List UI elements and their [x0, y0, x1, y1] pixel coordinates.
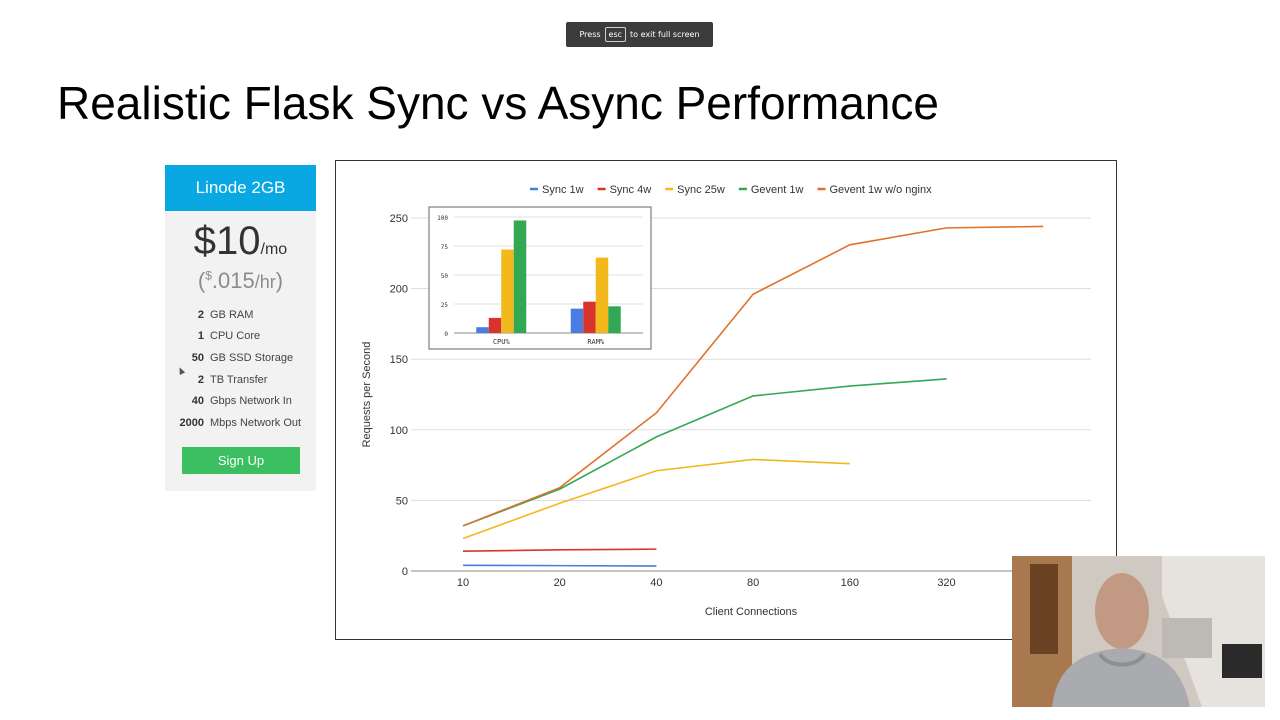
spec-label: CPU Core — [210, 330, 261, 343]
inset-y-tick-label: 75 — [441, 244, 449, 251]
y-tick-label: 250 — [390, 213, 408, 225]
fullscreen-banner-text-before: Press — [579, 30, 601, 39]
inset-bar — [488, 317, 502, 333]
fullscreen-banner: Press esc to exit full screen — [566, 22, 713, 47]
spec-item: 1 CPU Core — [165, 326, 316, 348]
inset-bar-chart: 0 25 50 75 100 CPU% RAM% — [428, 206, 652, 350]
legend-item: Gevent 1w — [738, 184, 804, 196]
legend-label: Sync 1w — [542, 184, 584, 196]
inset-y-tick-label: 25 — [441, 302, 449, 309]
spec-label: GB SSD Storage — [210, 351, 294, 364]
chart-container: Sync 1w Sync 4w Sync 25w Gevent 1w Gevent 1w… — [335, 160, 1117, 640]
price-unit: /mo — [260, 241, 288, 258]
legend-label: Sync 25w — [677, 184, 725, 196]
inset-bar — [476, 327, 489, 333]
spec-value: 40 — [191, 395, 204, 408]
legend-item: Sync 4w — [597, 184, 652, 196]
x-tick-label: 80 — [747, 577, 759, 589]
spec-list: 2 GB RAM 1 CPU Core 50 GB SSD Storage 2 TB T… — [165, 304, 316, 434]
y-tick-label: 100 — [390, 425, 408, 437]
legend-item: Sync 1w — [530, 184, 584, 196]
legend-item: Sync 25w — [665, 184, 725, 196]
price-amount: 10 — [216, 219, 261, 263]
series-line — [462, 225, 1044, 527]
inset-bar — [570, 308, 584, 333]
inset-bar — [608, 306, 621, 333]
hourly-symbol: $ — [205, 268, 212, 283]
inset-bar — [501, 249, 514, 333]
y-tick-label: 200 — [390, 284, 408, 296]
series-line — [462, 548, 657, 553]
series-line — [462, 564, 657, 567]
x-tick-label: 160 — [841, 577, 859, 589]
inset-x-tick-label: CPU% — [493, 338, 511, 346]
spec-item: 2 TB Transfer — [165, 369, 316, 391]
pricing-card: Linode 2GB $10/mo ($.015/hr) 2 GB RAM 1 CP… — [165, 165, 316, 491]
legend-label: Gevent 1w w/o nginx — [829, 184, 932, 196]
x-tick-label: 10 — [457, 577, 469, 589]
spec-value: 2 — [197, 373, 204, 386]
inset-y-tick-label: 0 — [444, 331, 448, 338]
inset-bar — [583, 301, 596, 333]
legend-item: Gevent 1w w/o nginx — [817, 184, 932, 196]
inset-y-tick-label: 50 — [441, 273, 449, 280]
y-tick-label: 150 — [390, 354, 408, 366]
sign-up-button[interactable]: Sign Up — [182, 447, 300, 474]
x-tick-label: 320 — [937, 577, 955, 589]
spec-label: GB RAM — [210, 308, 254, 321]
series-line — [462, 458, 850, 540]
x-tick-label: 20 — [554, 577, 566, 589]
hourly-price: ($.015/hr) — [197, 268, 284, 293]
spec-value: 1 — [197, 330, 204, 343]
inset-bar — [595, 257, 609, 333]
fullscreen-banner-text-after: to exit full screen — [630, 30, 700, 39]
spec-item: 40 Gbps Network In — [165, 390, 316, 412]
webcam-overlay — [1012, 556, 1265, 707]
legend-label: Sync 4w — [610, 184, 652, 196]
hourly-unit: /hr — [254, 272, 276, 292]
monthly-price: $10/mo — [165, 221, 316, 270]
spec-item: 2000 Mbps Network Out — [165, 412, 316, 434]
x-axis-label: Client Connections — [705, 606, 798, 618]
legend-label: Gevent 1w — [751, 184, 804, 196]
price-symbol: $ — [193, 219, 217, 263]
spec-value: 2 — [197, 308, 204, 321]
plan-name: Linode 2GB — [165, 165, 316, 211]
spec-value: 2000 — [179, 416, 204, 429]
inset-bar — [513, 220, 527, 333]
slide-title: Realistic Flask Sync vs Async Performanc… — [57, 77, 939, 129]
series-line — [462, 378, 947, 527]
x-tick-label: 40 — [650, 577, 662, 589]
presenter-video — [1012, 556, 1265, 707]
spec-label: Mbps Network Out — [210, 416, 302, 429]
inset-y-tick-label: 100 — [437, 215, 448, 222]
spec-label: TB Transfer — [210, 373, 268, 386]
y-tick-label: 50 — [396, 495, 408, 507]
spec-item: 2 GB RAM — [165, 304, 316, 326]
esc-key: esc — [604, 27, 627, 42]
requests-line-chart: Sync 1w Sync 4w Sync 25w Gevent 1w Gevent 1w… — [361, 184, 1091, 618]
inset-x-tick-label: RAM% — [587, 338, 605, 346]
spec-value: 50 — [191, 351, 204, 364]
hourly-amount: .015 — [211, 268, 255, 293]
spec-label: Gbps Network In — [210, 395, 292, 408]
y-axis-label: Requests per Second — [361, 342, 373, 448]
spec-item: 50 GB SSD Storage — [165, 347, 316, 369]
y-tick-label: 0 — [402, 566, 408, 578]
